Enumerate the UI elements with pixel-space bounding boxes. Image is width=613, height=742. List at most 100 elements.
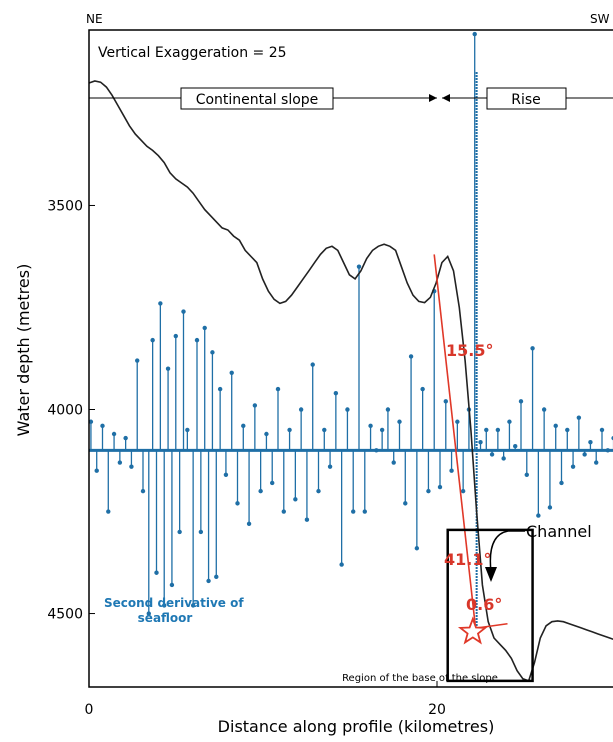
derivative-point [351,509,356,514]
derivative-point [194,337,200,343]
derivative-point [165,366,171,371]
derivative-point [339,562,344,567]
derivative-point [111,431,117,437]
derivative-point [270,480,275,486]
derivative-point [304,517,310,522]
derivative-point [88,419,94,424]
derivative-point [588,439,593,445]
derivative-point [414,546,420,551]
derivative-point [594,460,599,465]
derivative-point [217,386,223,392]
rise-span-arrowhead [442,94,450,102]
tick-layer: 3500 4000 4500 0 20 [47,198,446,718]
derivative-point [158,301,163,306]
base-region-label: Region of the base of the slope [342,673,498,684]
derivative-point [106,509,111,514]
direction-label-ne: NE [86,12,103,26]
derivative-point [140,488,146,494]
angle-label-15-5: 15.5° [446,341,493,360]
derivative-point [478,439,483,445]
derivative-point [484,427,489,433]
derivative-point [327,464,333,469]
derivative-point [281,509,286,514]
y-tick-label: 3500 [47,198,83,214]
derivative-point [123,435,128,441]
derivative-point [94,468,99,473]
derivative-point [129,464,134,469]
derivative-point [135,358,140,363]
derivative-point [177,529,182,535]
derivative-point [252,403,258,408]
derivative-point [495,427,501,433]
derivative-point [264,431,269,437]
vertical-exaggeration-note: Vertical Exaggeration = 25 [98,45,287,61]
derivative-point [443,399,448,404]
derivative-point [229,370,234,375]
derivative-point [246,521,252,526]
derivative-point [559,480,564,486]
direction-label-sw: SW [590,12,610,26]
derivative-point [530,346,535,351]
y-tick-label: 4000 [47,403,83,419]
derivative-point [576,415,582,420]
derivative-point [345,407,350,412]
derivative-point [275,386,281,392]
seafloor-profile-line [88,80,613,682]
derivative-point [190,603,196,608]
derivative-point [356,264,362,269]
base-of-slope-star-marker [457,616,488,645]
derivative-point [206,578,211,584]
derivative-point [169,582,175,588]
derivative-point [210,350,215,355]
derivative-point [507,419,512,424]
derivative-point [449,468,454,473]
second-derivative-label-line2: seafloor [138,611,193,625]
derivative-point [298,407,304,412]
derivative-point [185,427,190,433]
annotation-layer [433,254,534,683]
derivative-point [173,333,178,339]
derivative-point [536,513,541,518]
derivative-point [379,427,385,433]
derivative-point [293,497,298,502]
derivative-point [397,419,402,424]
derivative-point [460,488,466,494]
derivative-point [162,603,167,608]
x-tick-label: 0 [85,702,94,718]
derivative-point [455,419,460,424]
continental-slope-label: Continental slope [196,92,319,108]
continental-slope-box [180,87,334,110]
derivative-point [570,464,576,469]
derivative-point [524,472,529,478]
derivative-point [368,423,373,429]
derivative-point [541,407,547,412]
second-derivative-label-line1: Second derivative of [104,596,244,610]
derivative-point [553,423,558,429]
derivative-point [150,337,155,343]
derivative-point [513,444,518,449]
angle-label-0-6: 0.6° [466,595,502,614]
derivative-point [181,309,186,314]
derivative-point [420,386,425,392]
derivative-point [223,472,229,478]
derivative-point [214,574,219,580]
plot-frame [88,29,613,688]
slope-fit-line [433,254,478,639]
seafloor-profile-series [88,80,613,682]
derivative-point [501,456,506,461]
derivative-point [258,488,263,494]
derivative-point [374,448,379,453]
second-derivative-series [88,31,613,640]
rise-label: Rise [511,92,541,108]
channel-callout-arrowhead [485,567,497,582]
derivative-point [198,529,204,535]
derivative-point [605,448,610,453]
derivative-point [362,509,367,514]
derivative-point [391,460,396,465]
derivative-point [472,31,477,37]
x-axis-title: Distance along profile (kilometres) [218,717,495,736]
base-region-box [446,528,534,683]
derivative-point [241,423,246,429]
derivative-point [202,325,207,331]
